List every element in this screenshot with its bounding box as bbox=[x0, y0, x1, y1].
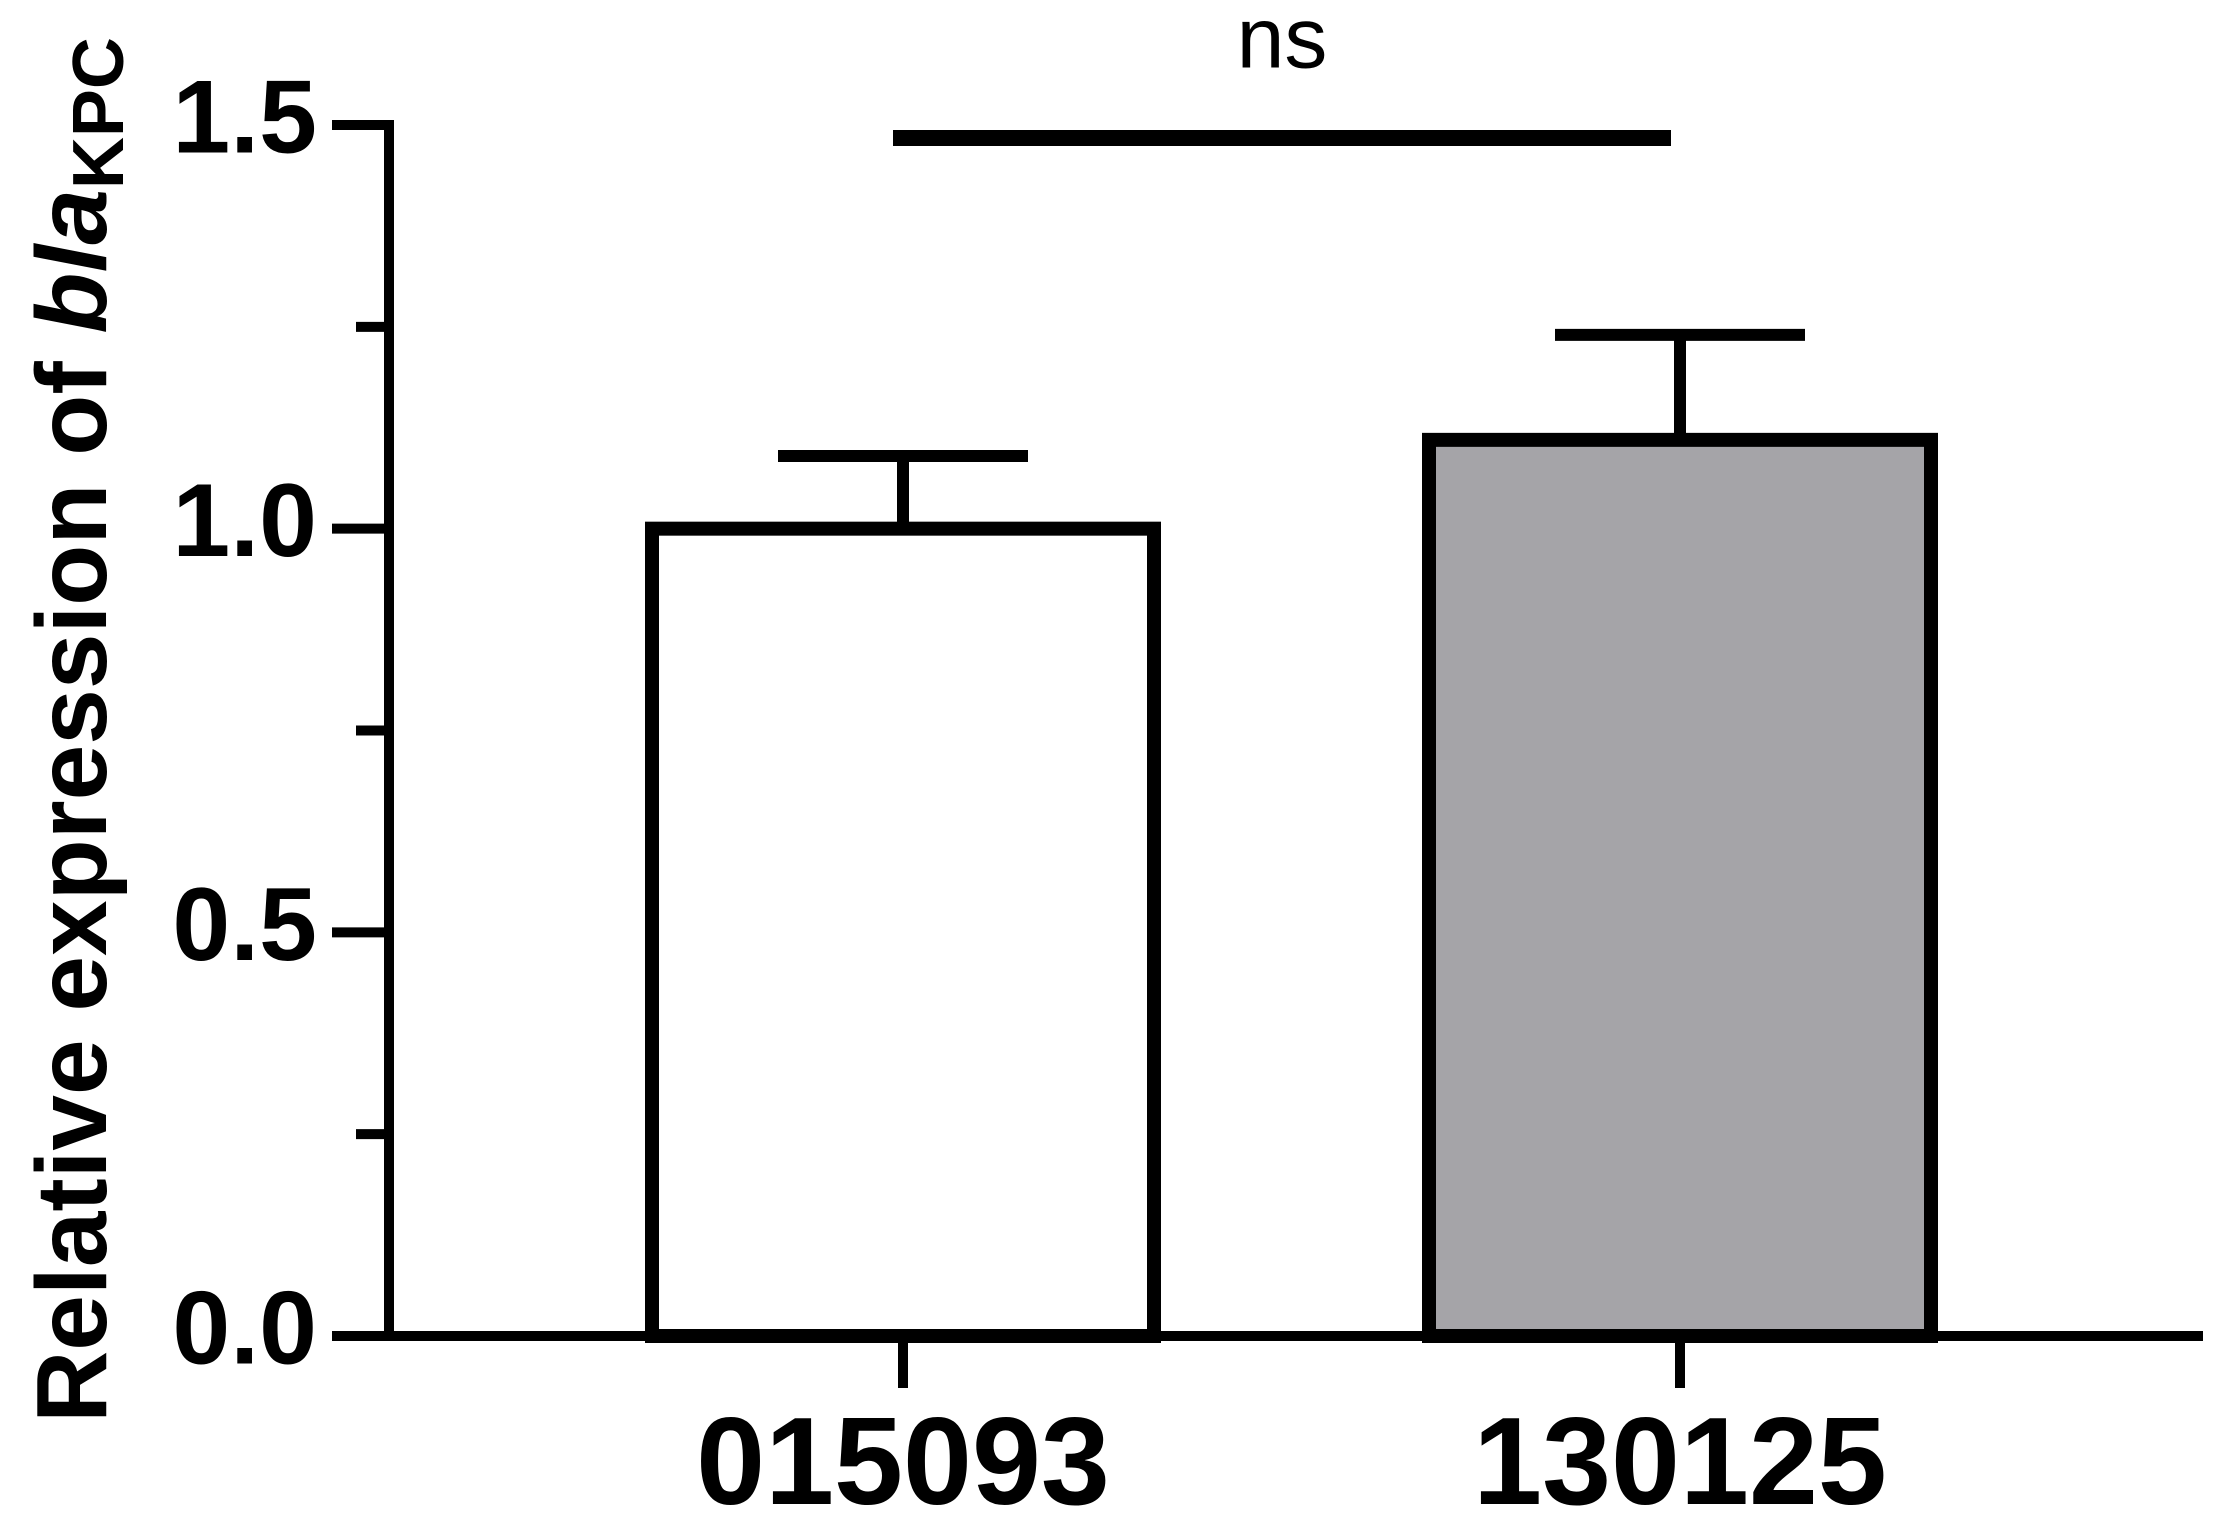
x-tick-label: 130125 bbox=[1473, 1393, 1887, 1522]
y-tick-label: 0.5 bbox=[172, 867, 317, 983]
y-label-italic: bla bbox=[16, 189, 128, 333]
y-axis-label: Relative expression of blaKPC bbox=[16, 37, 139, 1423]
y-tick-label: 0.0 bbox=[172, 1270, 317, 1386]
y-label-subscript: KPC bbox=[59, 37, 139, 189]
bar bbox=[645, 521, 1161, 1343]
x-tick-label: 015093 bbox=[696, 1393, 1110, 1522]
y-tick-label: 1.5 bbox=[172, 59, 317, 175]
y-tick-label: 1.0 bbox=[172, 463, 317, 579]
bar bbox=[1422, 432, 1938, 1343]
y-label-text: Relative expression of bbox=[16, 334, 128, 1423]
significance-label: ns bbox=[1237, 0, 1328, 87]
